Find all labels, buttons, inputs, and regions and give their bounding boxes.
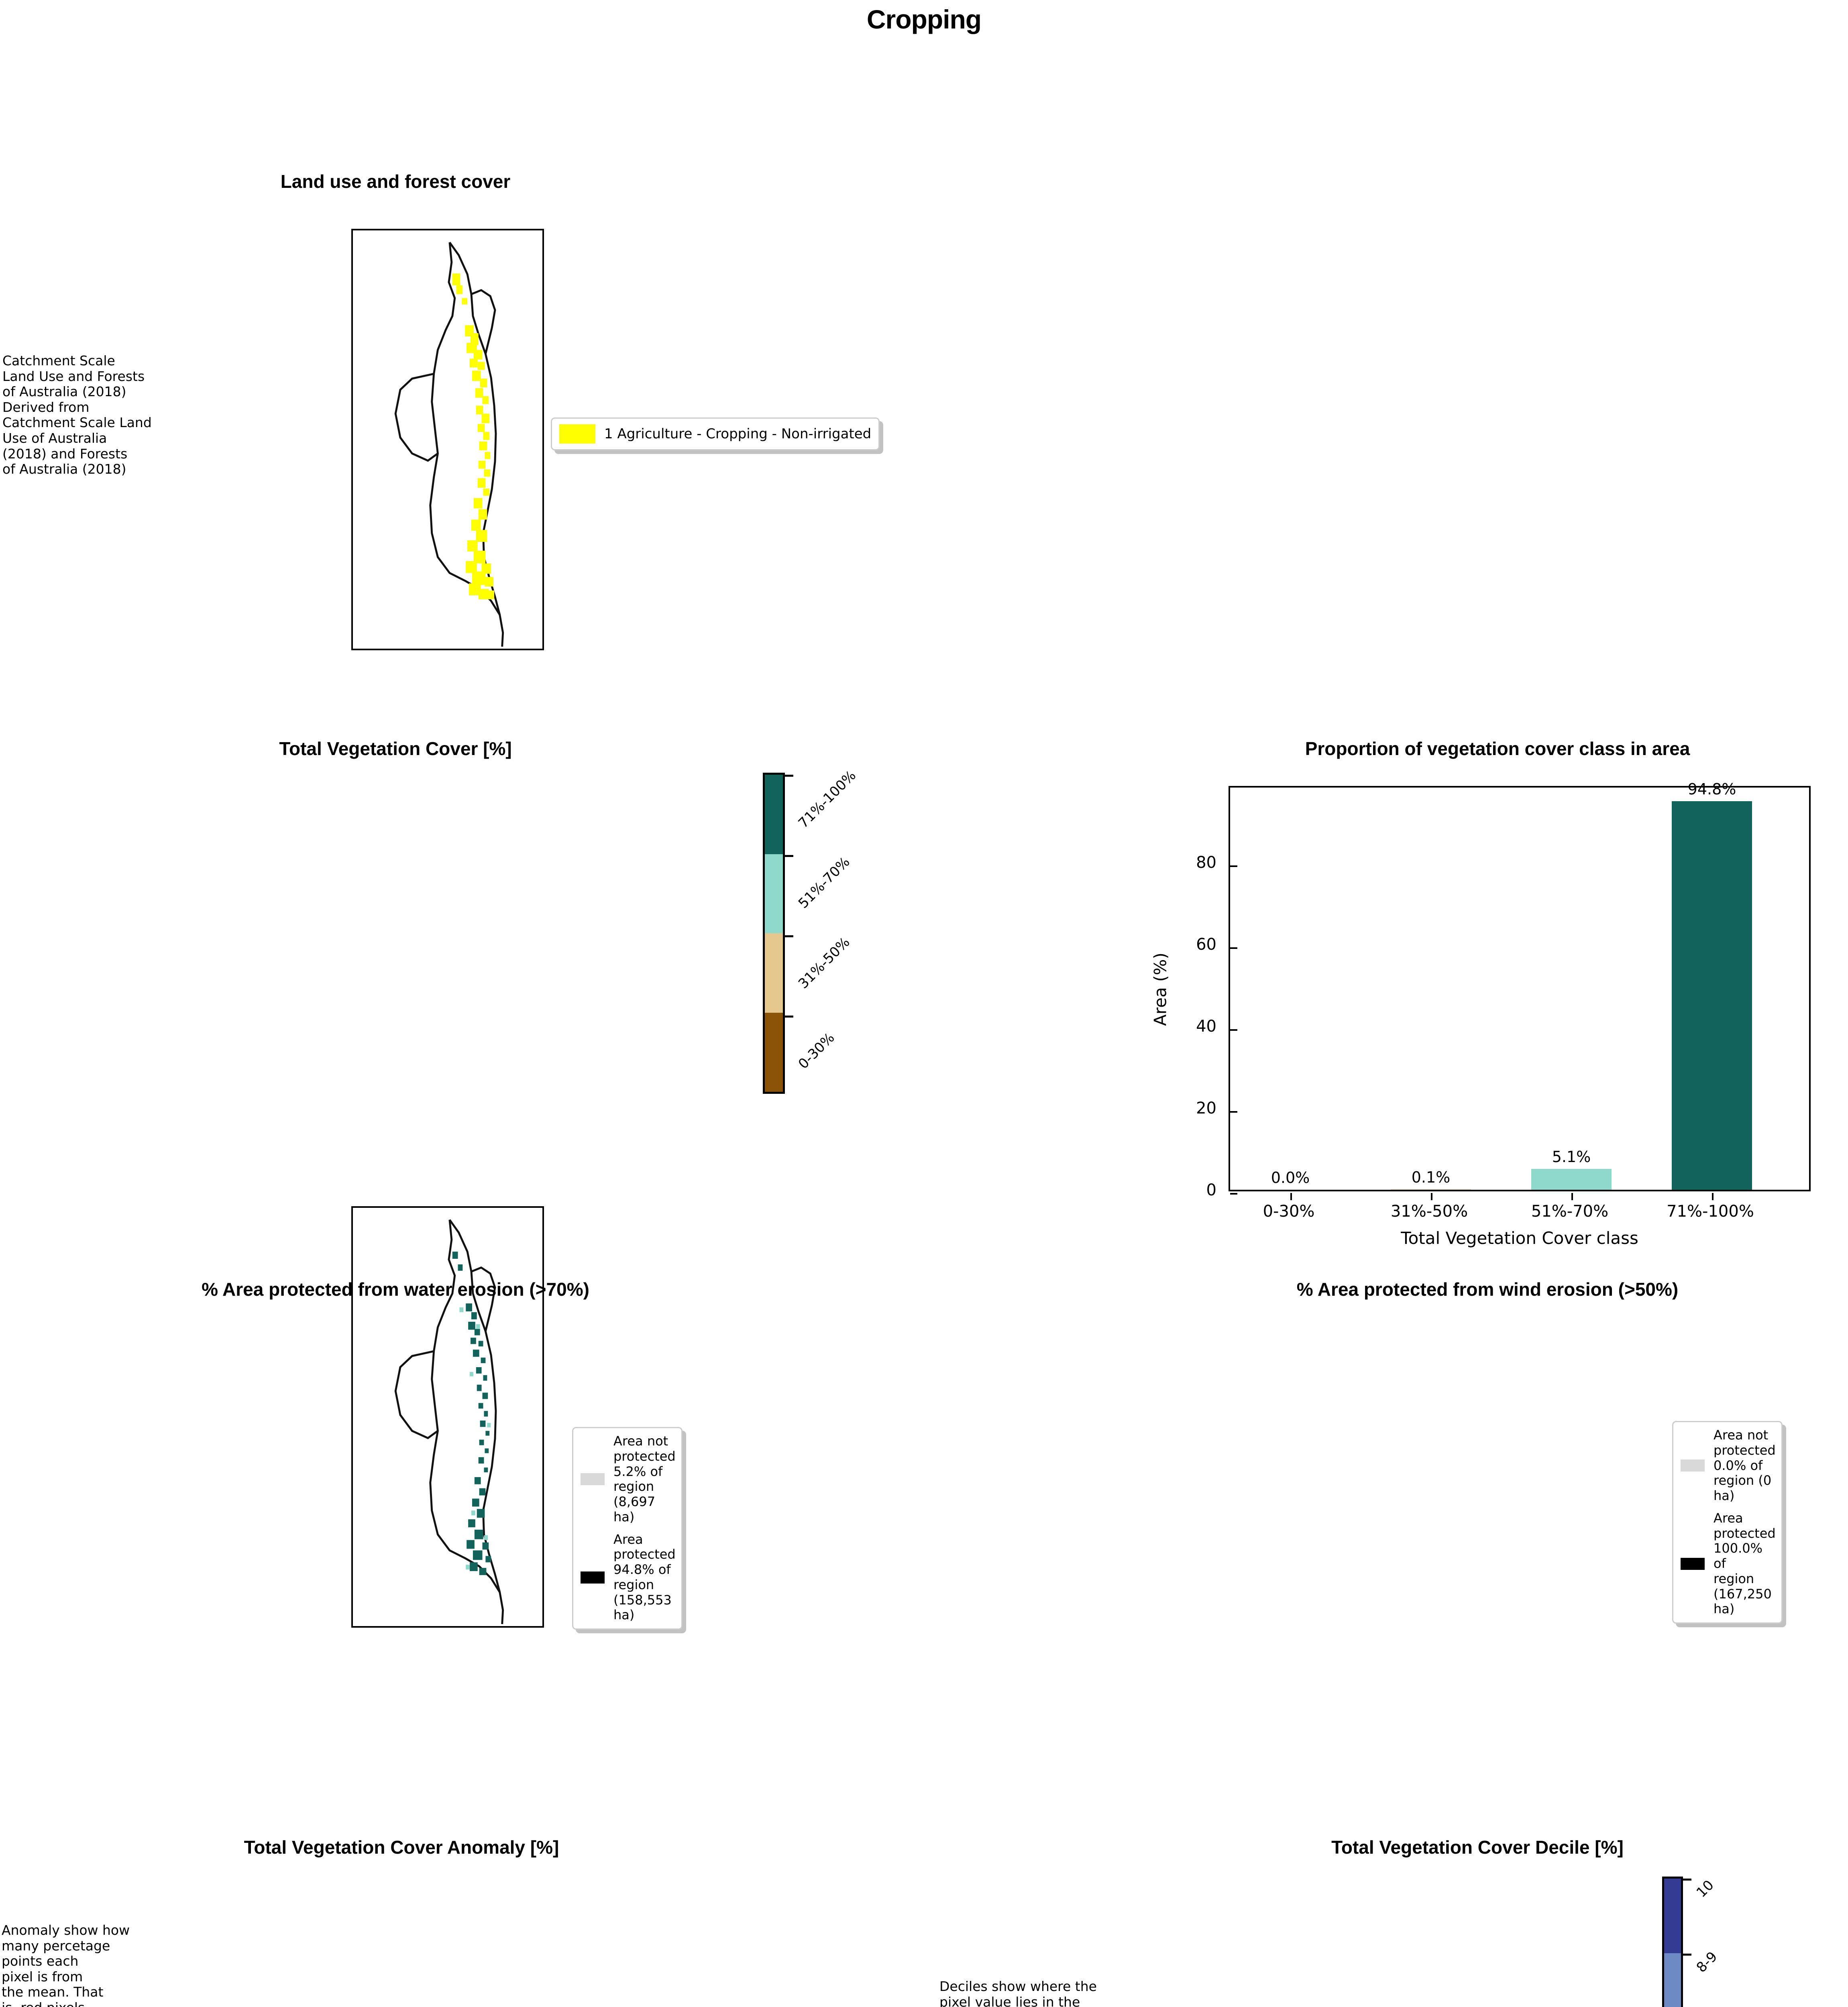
legend-item: Area protected 94.8% of region (158,553 … (581, 1531, 676, 1623)
vegcover-class-71-100 (765, 775, 783, 854)
water-erosion-legend[interactable]: Area not protected 5.2% of region (8,697… (572, 1427, 683, 1630)
water-not-protected-swatch (581, 1473, 605, 1486)
bar-ytick-label-4: 80 (1196, 853, 1216, 872)
landuse-map-canvas (394, 242, 504, 647)
barchart-plot-area: 0.0% 0.1% 5.1% 94.8% (1229, 780, 1811, 1200)
legend-item: Area protected 100.0% of region (167,250… (1681, 1510, 1776, 1617)
water-protected-swatch (581, 1571, 605, 1584)
landuse-map[interactable] (351, 229, 544, 650)
bar-31-50[interactable] (1391, 1189, 1471, 1190)
bar-axis-label-y: Area (%) (1150, 953, 1170, 1026)
barchart-title: Proportion of vegetation cover class in … (1305, 738, 1690, 759)
vegcover-colorbar-label-0: 71%-100% (795, 767, 859, 832)
vegcover-panel-title: Total Vegetation Cover [%] (279, 738, 512, 759)
wind-not-protected-label: Area not protected 0.0% of region (0 ha) (1714, 1427, 1776, 1503)
bar-ytick-label-2: 40 (1196, 1017, 1216, 1036)
water-not-protected-label: Area not protected 5.2% of region (8,697… (613, 1433, 676, 1525)
landuse-legend[interactable]: 1 Agriculture - Cropping - Non-irrigated (551, 417, 880, 450)
bar-xtick-label-2: 51%-70% (1531, 1202, 1609, 1221)
wind-protected-swatch (1681, 1557, 1705, 1570)
bar-xtick-label-3: 71%-100% (1667, 1202, 1754, 1221)
cropping-pixels (452, 273, 495, 599)
decile-note: Deciles show where the pixel value lies … (939, 1979, 1097, 2007)
vegcover-class-0-30 (765, 1012, 783, 1092)
vegcover-pixels (452, 1252, 491, 1575)
landuse-legend-label: 1 Agriculture - Cropping - Non-irrigated (604, 425, 872, 442)
vegcover-class-31-50 (765, 933, 783, 1013)
decile-panel-title: Total Vegetation Cover Decile [%] (1331, 1837, 1624, 1858)
page-title: Cropping (866, 4, 982, 34)
wind-erosion-legend[interactable]: Area not protected 0.0% of region (0 ha)… (1672, 1421, 1783, 1624)
anomaly-note: Anomaly show how many percetage points e… (2, 1922, 130, 2007)
landuse-source-note: Catchment Scale Land Use and Forests of … (2, 353, 152, 477)
bar-value-2: 5.1% (1552, 1148, 1591, 1166)
decile-colorbar: 10 8-9 4-7 2-3 1 (1662, 1877, 1720, 2007)
anomaly-panel-title: Total Vegetation Cover Anomaly [%] (244, 1837, 559, 1858)
vegcover-colorbar-label-2: 31%-50% (795, 934, 853, 992)
decile-colorbar-strip (1662, 1877, 1691, 2007)
bar-value-0: 0.0% (1271, 1169, 1310, 1187)
bar-ytick-label-1: 20 (1196, 1099, 1216, 1117)
bar-value-1: 0.1% (1411, 1168, 1451, 1186)
bar-axis-label-x: Total Vegetation Cover class (1401, 1228, 1638, 1248)
water-erosion-panel-title: % Area protected from water erosion (>70… (202, 1279, 589, 1300)
bar-ytick-label-3: 60 (1196, 935, 1216, 954)
landuse-panel-title: Land use and forest cover (280, 171, 511, 192)
bar-value-3: 94.8% (1687, 780, 1736, 798)
bar-xtick-label-0: 0-30% (1263, 1202, 1315, 1221)
decile-class-10 (1664, 1879, 1681, 1953)
legend-item: 1 Agriculture - Cropping - Non-irrigated (559, 424, 871, 444)
vegcover-colorbar-strip (763, 773, 793, 1094)
decile-colorbar-label-1: 8-9 (1693, 1948, 1721, 1976)
vegcover-map[interactable] (351, 1206, 544, 1628)
water-protected-label: Area protected 94.8% of region (158,553 … (613, 1531, 676, 1623)
vegcover-colorbar-label-1: 51%-70% (795, 854, 853, 912)
bar-51-70[interactable] (1531, 1169, 1612, 1190)
landuse-legend-swatch (559, 424, 595, 444)
decile-colorbar-label-0: 10 (1693, 1877, 1717, 1901)
bar-71-100[interactable] (1672, 801, 1752, 1190)
wind-protected-label: Area protected 100.0% of region (167,250… (1714, 1510, 1776, 1617)
vegcover-class-51-70 (765, 854, 783, 933)
wind-not-protected-swatch (1681, 1459, 1705, 1472)
decile-class-8-9 (1664, 1953, 1681, 2007)
bar-ytick-label-0: 0 (1206, 1181, 1216, 1199)
vegcover-colorbar-label-3: 0-30% (795, 1030, 838, 1073)
bar-xtick-label-1: 31%-50% (1390, 1202, 1468, 1221)
wind-erosion-panel-title: % Area protected from wind erosion (>50%… (1296, 1279, 1679, 1300)
vegcover-colorbar: 71%-100% 51%-70% 31%-50% 0-30% (763, 767, 859, 1094)
vegcover-map-canvas (394, 1219, 504, 1624)
legend-item: Area not protected 5.2% of region (8,697… (581, 1433, 676, 1525)
legend-item: Area not protected 0.0% of region (0 ha) (1681, 1427, 1776, 1504)
